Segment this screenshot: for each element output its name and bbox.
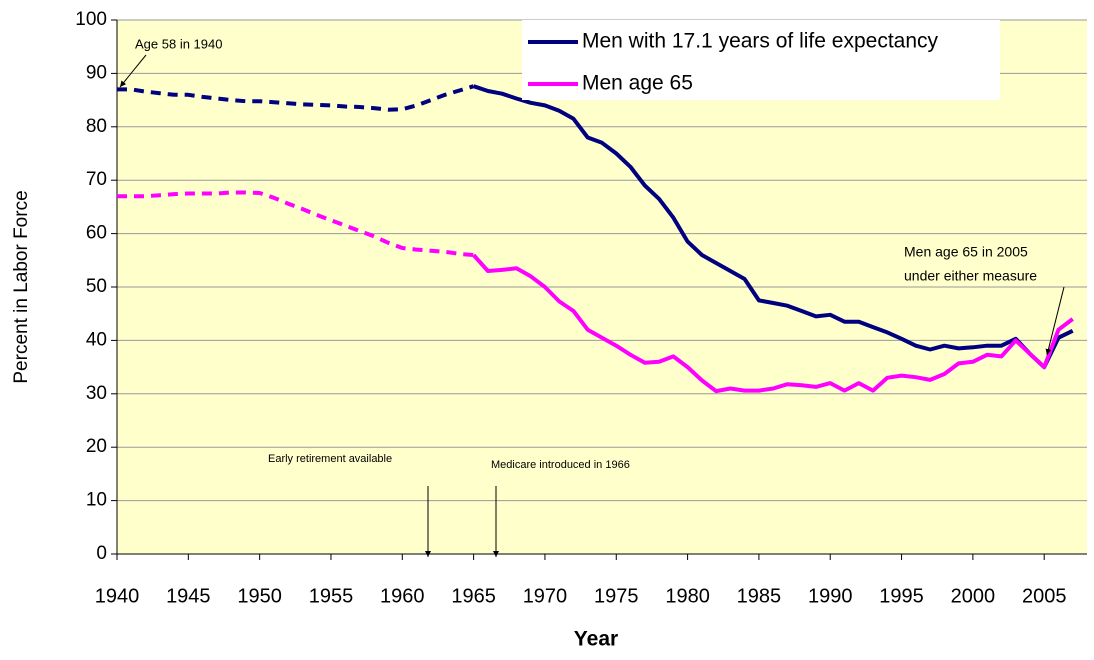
series-line [472,84,1074,370]
annotation: under either measure [904,268,1037,284]
x-tick-label: 1945 [166,585,211,607]
y-tick-label: 50 [86,276,107,297]
x-tick-label: 1975 [594,585,639,607]
x-tick-label: 1955 [309,585,354,607]
annotation-arrow [119,54,147,88]
x-tick-label: 1965 [451,585,496,607]
x-axis-label: Year [574,628,618,651]
y-tick-label: 20 [86,436,107,457]
annotation-arrow [1045,286,1065,356]
x-tick-label: 1990 [808,585,853,607]
x-tick-label: 1940 [95,585,140,607]
y-tick-label: 100 [75,9,107,30]
series-line [117,84,475,112]
x-tick-label: 1995 [879,585,924,607]
y-tick-label: 10 [86,490,107,511]
y-tick-label: 80 [86,116,107,137]
x-tick-label: 1970 [523,585,568,607]
y-tick-label: 40 [86,329,107,350]
annotation: Medicare introduced in 1966 [491,459,630,471]
y-tick-label: 30 [86,383,107,404]
y-tick-label: 60 [86,223,107,244]
y-axis-label: Percent in Labor Force [11,190,32,383]
legend: Men with 17.1 years of life expectancy Me… [522,20,1000,100]
x-tick-label: 1960 [380,585,425,607]
legend-label: Men with 17.1 years of life expectancy [582,30,939,53]
x-tick-label: 2005 [1022,585,1067,607]
annotation: Men age 65 in 2005 [904,244,1028,260]
legend-label: Men age 65 [582,72,693,95]
x-tick-label: 1950 [237,585,282,607]
x-tick-label: 1985 [737,585,782,607]
series-line [472,253,1074,394]
y-tick-label: 90 [86,62,107,83]
annotation: Early retirement available [268,453,392,465]
y-tick-label: 70 [86,169,107,190]
annotation: Age 58 in 1940 [135,36,222,51]
x-tick-label: 2000 [951,585,996,607]
legend-box [522,20,1000,100]
series-line [117,190,474,257]
x-tick-label: 1980 [665,585,710,607]
y-tick-label: 0 [96,543,107,564]
